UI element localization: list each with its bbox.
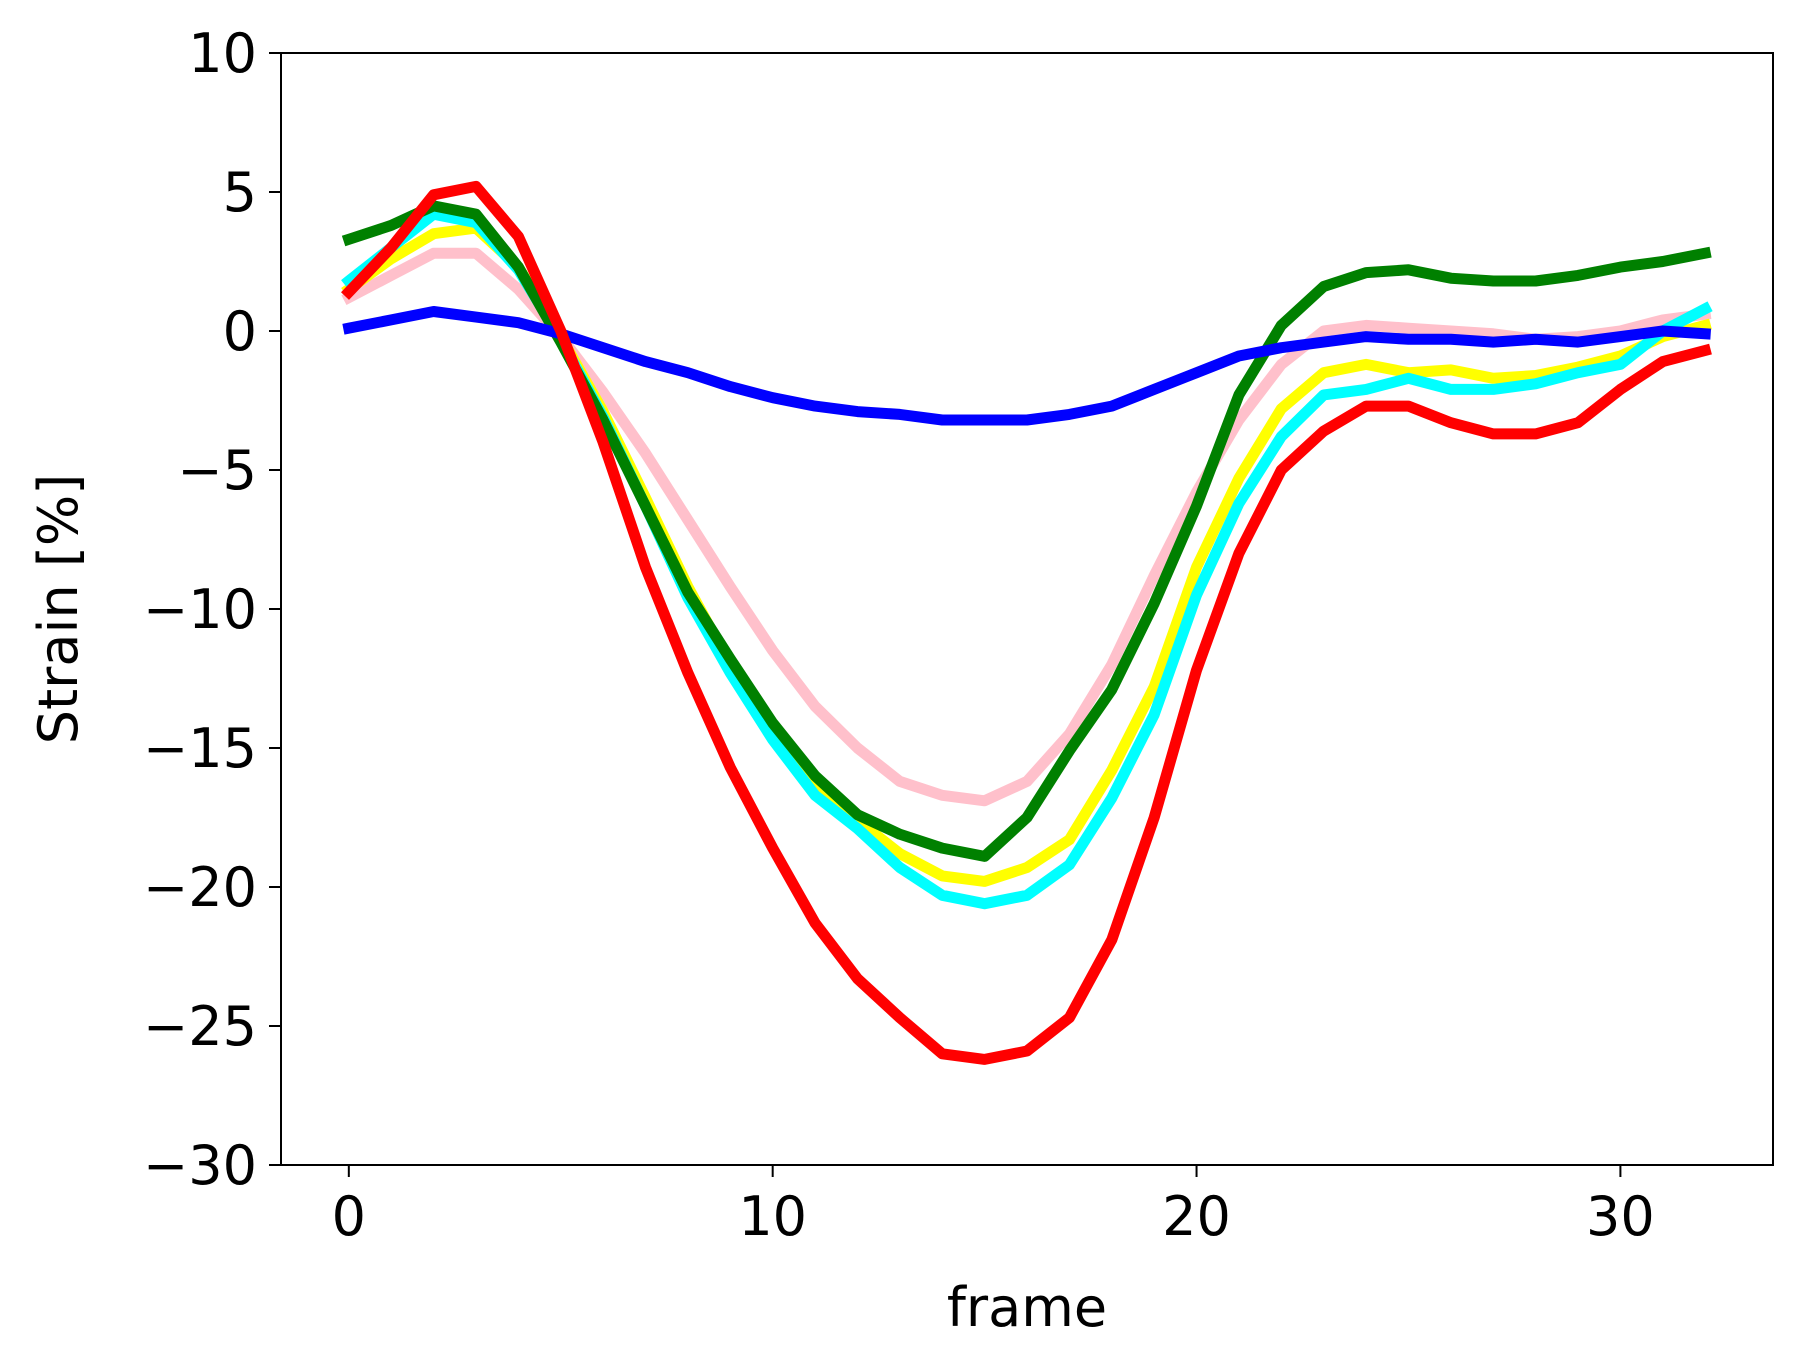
plot-area bbox=[281, 53, 1773, 1165]
series-line-5 bbox=[342, 306, 1712, 426]
x-tick-label: 30 bbox=[1586, 1185, 1655, 1248]
y-axis-title: Strain [%] bbox=[27, 474, 90, 745]
series-layer bbox=[341, 180, 1713, 1065]
y-axis-ticks: 10 5 0 −5 −10 −15 −20 −25 −30 bbox=[143, 22, 281, 1197]
series-line-6 bbox=[341, 180, 1712, 1065]
y-tick-label: −15 bbox=[143, 717, 257, 780]
x-axis-ticks: 0 10 20 30 bbox=[332, 1165, 1655, 1248]
x-tick-label: 0 bbox=[332, 1185, 366, 1248]
y-tick-label: 10 bbox=[188, 22, 257, 85]
y-tick-label: −30 bbox=[143, 1134, 257, 1197]
y-tick-label: 0 bbox=[223, 300, 257, 363]
y-tick-label: −5 bbox=[177, 439, 257, 502]
y-tick-label: −25 bbox=[143, 995, 257, 1058]
y-tick-label: −20 bbox=[143, 856, 257, 919]
y-tick-label: −10 bbox=[143, 578, 257, 641]
y-tick-label: 5 bbox=[223, 161, 257, 224]
x-tick-label: 20 bbox=[1162, 1185, 1231, 1248]
x-axis-title: frame bbox=[947, 1276, 1107, 1339]
x-tick-label: 10 bbox=[738, 1185, 807, 1248]
